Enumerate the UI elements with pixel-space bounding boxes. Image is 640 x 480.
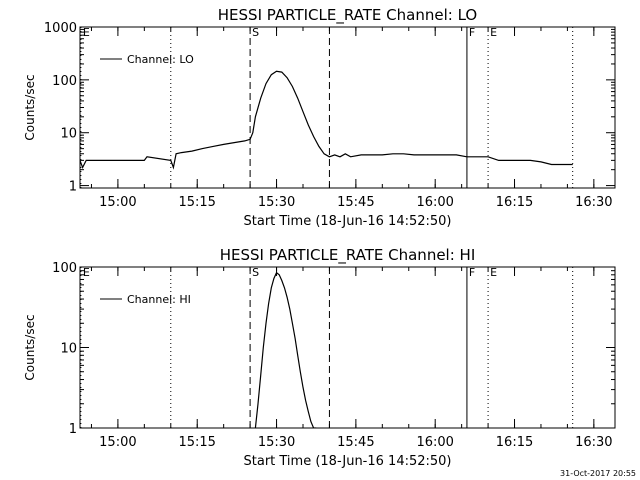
y-tick-label: 100 (52, 261, 77, 276)
y-tick-label: 1000 (44, 21, 77, 36)
y-tick-label: 10 (60, 342, 77, 357)
series-line (80, 70, 573, 170)
x-tick-label: 16:15 (496, 435, 533, 450)
x-tick-label: 15:00 (99, 195, 136, 210)
event-marker-label: F (469, 266, 475, 279)
x-tick-label: 16:00 (416, 195, 453, 210)
x-tick-label: 15:45 (337, 195, 374, 210)
chart-title: HESSI PARTICLE_RATE Channel: LO (218, 6, 477, 25)
y-tick-label: 100 (52, 74, 77, 89)
event-marker-label: E (490, 26, 497, 39)
legend-label: Channel: LO (127, 53, 194, 66)
x-tick-label: 15:15 (178, 435, 215, 450)
event-marker-label: S (252, 26, 259, 39)
timestamp-label: 31-Oct-2017 20:55 (560, 469, 636, 478)
x-tick-label: 15:00 (99, 435, 136, 450)
y-tick-label: 10 (60, 127, 77, 142)
plot-frame (79, 26, 616, 189)
event-marker-label: S (252, 266, 259, 279)
legend-label: Channel: HI (127, 293, 191, 306)
x-tick-label: 15:30 (258, 435, 295, 450)
x-tick-label: 15:30 (258, 195, 295, 210)
series-line (254, 271, 317, 428)
x-axis-label: Start Time (18-Jun-16 14:52:50) (244, 214, 452, 229)
x-tick-label: 16:00 (416, 435, 453, 450)
event-marker-label: F (469, 26, 475, 39)
x-tick-label: 16:30 (575, 195, 612, 210)
event-marker-label: E (490, 266, 497, 279)
x-axis-label: Start Time (18-Jun-16 14:52:50) (244, 454, 452, 469)
event-marker-label: E (83, 26, 90, 39)
chart-title: HESSI PARTICLE_RATE Channel: HI (220, 246, 476, 265)
event-marker-label: E (83, 266, 90, 279)
x-tick-label: 15:45 (337, 435, 374, 450)
y-axis-label: Counts/sec (23, 314, 37, 380)
chart-panel-0: HESSI PARTICLE_RATE Channel: LO Counts/se… (23, 6, 616, 229)
x-tick-label: 16:15 (496, 195, 533, 210)
y-tick-label: 1 (69, 422, 77, 437)
y-axis-label: Counts/sec (23, 74, 37, 140)
plot-frame (79, 266, 616, 429)
chart-panel-1: HESSI PARTICLE_RATE Channel: HI Counts/se… (23, 246, 616, 469)
y-tick-label: 1 (69, 180, 77, 195)
x-tick-label: 15:15 (178, 195, 215, 210)
x-tick-label: 16:30 (575, 435, 612, 450)
